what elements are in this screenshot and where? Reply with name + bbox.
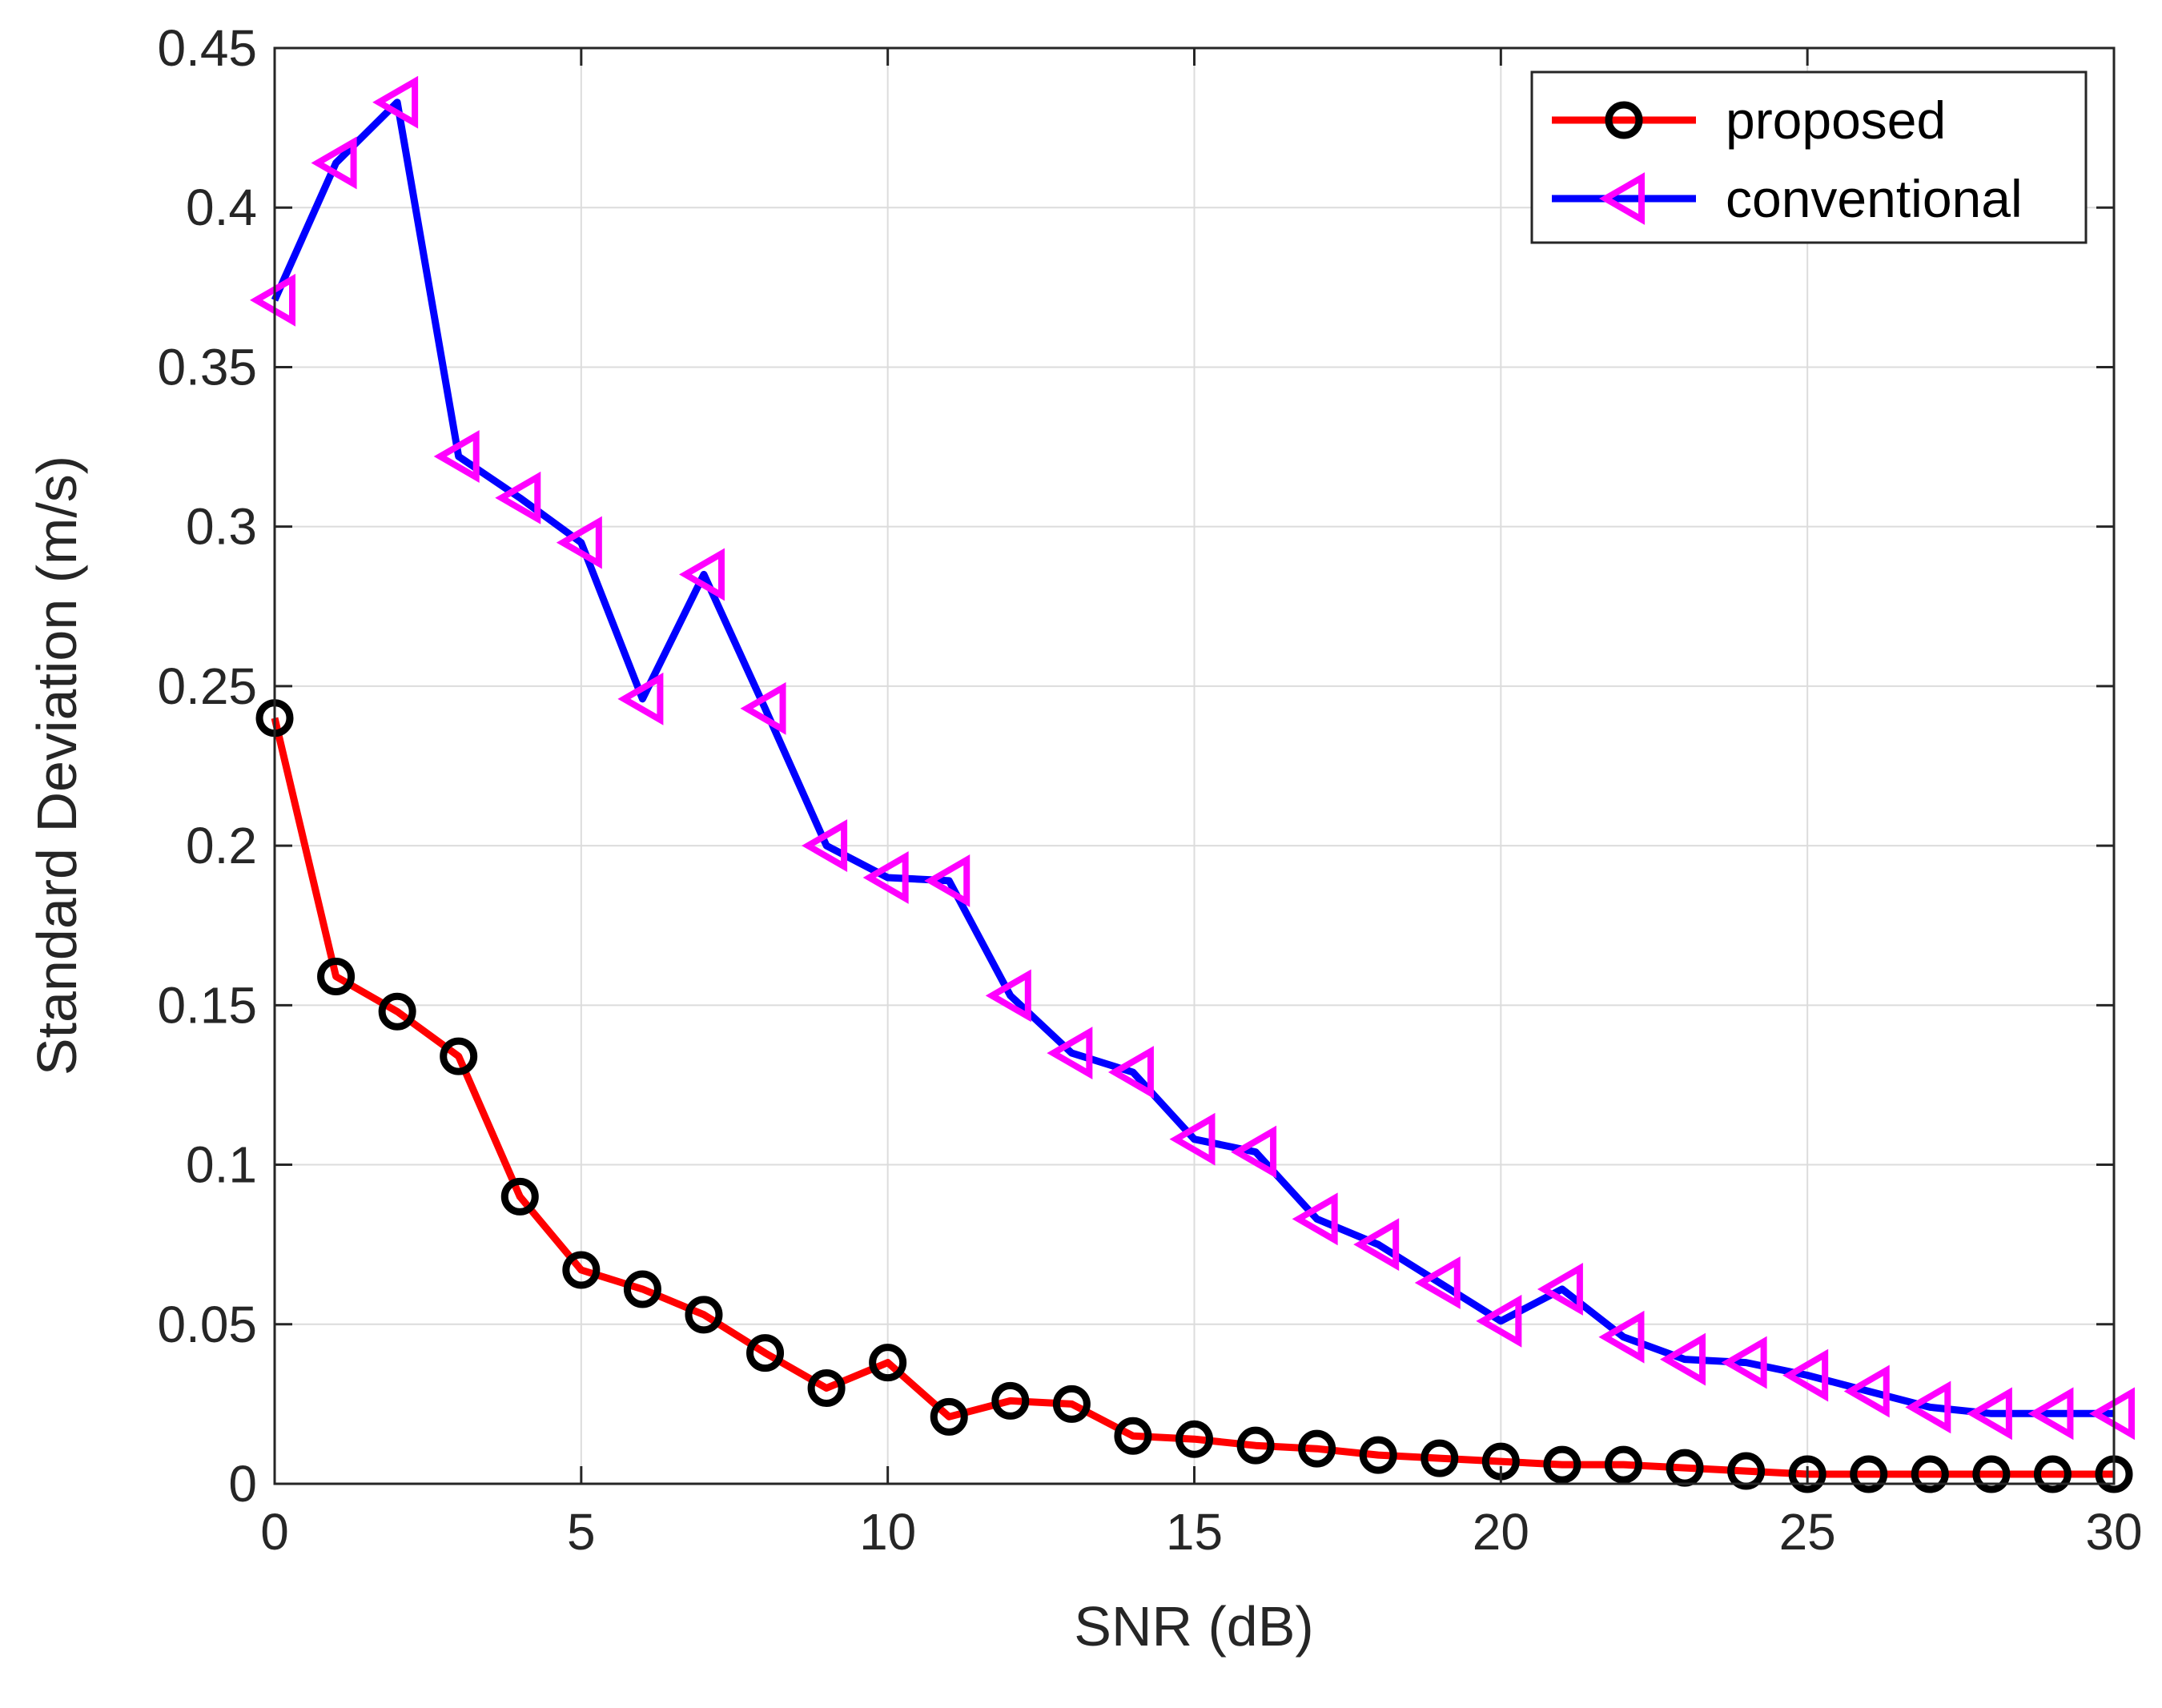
- y-tick-label: 0.45: [157, 19, 257, 77]
- data-point-proposed: [562, 1251, 601, 1289]
- data-point-proposed: [1114, 1417, 1152, 1455]
- data-point-conventional: [1414, 1256, 1461, 1309]
- data-point-conventional: [617, 672, 664, 725]
- legend-box: [1530, 70, 2088, 244]
- x-tick-label: 15: [1166, 1503, 1223, 1561]
- data-point-conventional: [1721, 1336, 1767, 1389]
- data-point-conventional: [1231, 1125, 1277, 1179]
- data-point-conventional: [1966, 1387, 2012, 1441]
- data-point-proposed: [317, 957, 356, 995]
- data-point-conventional: [1843, 1364, 1890, 1418]
- data-point-proposed: [378, 992, 416, 1031]
- data-point-conventional: [1598, 1310, 1645, 1364]
- data-point-proposed: [2033, 1455, 2072, 1493]
- data-point-proposed: [1727, 1452, 1766, 1490]
- data-point-conventional: [1353, 1218, 1400, 1272]
- data-point-proposed: [1052, 1384, 1091, 1423]
- data-point-conventional: [862, 851, 909, 904]
- x-tick-label: 30: [2085, 1503, 2142, 1561]
- data-point-proposed: [1850, 1455, 1888, 1493]
- data-point-proposed: [1972, 1455, 2011, 1493]
- y-tick-label: 0.15: [157, 976, 257, 1034]
- data-point-proposed: [685, 1296, 723, 1334]
- y-tick-label: 0.35: [157, 338, 257, 396]
- x-axis-title: SNR (dB): [1074, 1595, 1313, 1658]
- data-point-conventional: [433, 430, 480, 483]
- data-point-proposed: [1543, 1445, 1581, 1484]
- data-point-conventional: [372, 75, 419, 129]
- data-point-proposed: [1298, 1429, 1336, 1468]
- x-tick-label: 0: [260, 1503, 289, 1561]
- data-point-conventional: [740, 681, 786, 735]
- data-point-proposed: [869, 1344, 907, 1382]
- y-tick-label: 0.3: [186, 498, 257, 556]
- data-point-proposed: [1175, 1420, 1213, 1458]
- series-line-conventional: [271, 98, 2114, 1417]
- ticks: [273, 46, 2116, 1485]
- x-tick-label: 25: [1779, 1503, 1836, 1561]
- data-point-proposed: [746, 1334, 785, 1372]
- y-axis-title: Standard Deviation (m/s): [26, 456, 88, 1075]
- data-point-proposed: [930, 1397, 968, 1436]
- data-point-proposed: [1911, 1455, 1949, 1493]
- y-tick-label: 0.2: [186, 817, 257, 874]
- y-tick-label: 0.25: [157, 657, 257, 715]
- legend-marker-proposed: [1605, 101, 1643, 139]
- data-point-conventional: [1292, 1192, 1338, 1246]
- data-point-conventional: [2027, 1387, 2074, 1441]
- data-point-conventional: [678, 548, 725, 601]
- y-tick-label: 0.1: [186, 1136, 257, 1194]
- x-tick-label: 10: [859, 1503, 916, 1561]
- tick-labels: 0 5 10 15 20 25 30 0 0.05 0.1 0.15 0.2 0.25 0.3 0.35 0.…: [157, 19, 2142, 1561]
- data-point-proposed: [1604, 1445, 1642, 1484]
- data-point-proposed: [500, 1177, 539, 1216]
- data-point-conventional: [1169, 1112, 1216, 1166]
- y-tick-label: 0.05: [157, 1296, 257, 1353]
- legend-label-proposed: proposed: [1726, 90, 1946, 150]
- data-point-conventional: [1660, 1332, 1706, 1386]
- data-point-conventional: [1476, 1294, 1522, 1348]
- data-point-conventional: [802, 819, 848, 873]
- data-point-conventional: [1782, 1348, 1829, 1402]
- legend-label-conventional: conventional: [1726, 169, 2023, 228]
- x-tick-label: 5: [567, 1503, 596, 1561]
- data-point-conventional: [985, 969, 1031, 1023]
- data-point-conventional: [1537, 1263, 1583, 1316]
- data-point-conventional: [1905, 1380, 1951, 1434]
- data-point-proposed: [1236, 1426, 1275, 1465]
- data-point-conventional: [1107, 1046, 1154, 1099]
- data-point-conventional: [1047, 1027, 1093, 1080]
- data-point-proposed: [1359, 1436, 1397, 1474]
- data-point-proposed: [807, 1368, 846, 1407]
- legend-marker-conventional: [1599, 172, 1645, 225]
- x-tick-label: 20: [1473, 1503, 1529, 1561]
- legend: proposed conventional: [1530, 70, 2088, 244]
- data-point-conventional: [924, 854, 970, 907]
- data-point-proposed: [623, 1270, 661, 1308]
- data-point-conventional: [556, 516, 602, 569]
- y-tick-label: 0: [228, 1455, 257, 1513]
- data-point-conventional: [311, 136, 357, 190]
- data-point-proposed: [440, 1037, 478, 1075]
- data-point-proposed: [1421, 1439, 1459, 1477]
- data-point-conventional: [495, 471, 541, 524]
- data-point-proposed: [991, 1381, 1030, 1420]
- data-point-proposed: [1788, 1455, 1826, 1493]
- y-tick-label: 0.4: [186, 179, 257, 236]
